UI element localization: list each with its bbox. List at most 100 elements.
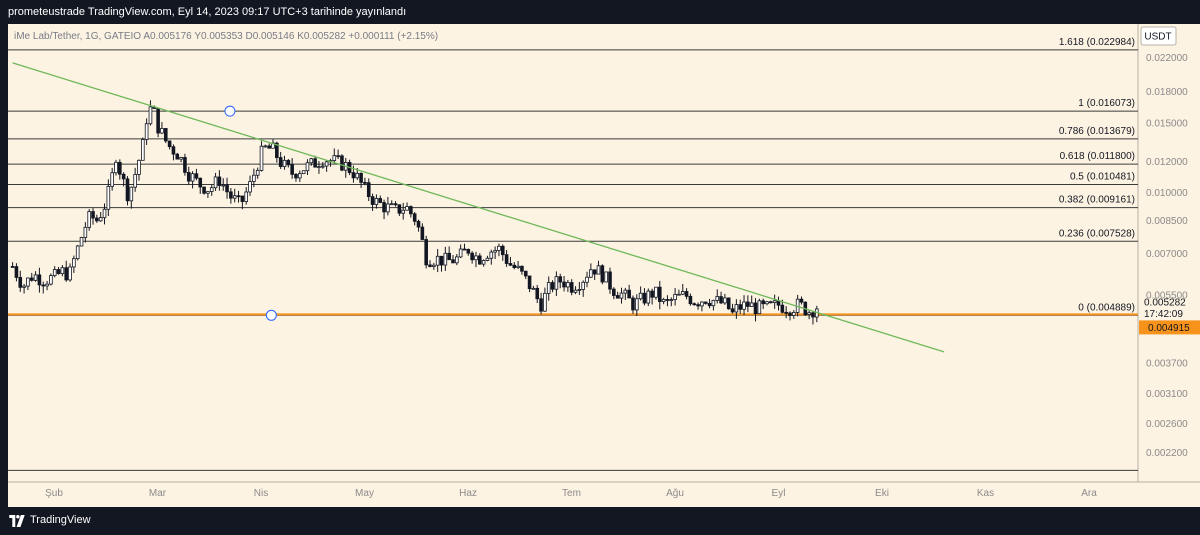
- candle-body: [378, 198, 383, 203]
- x-tick-label-8: Eki: [875, 488, 889, 499]
- candle-body: [121, 173, 126, 180]
- candle-body: [703, 301, 708, 304]
- candle-body: [508, 263, 513, 266]
- candle-body: [286, 159, 291, 166]
- candle-body: [769, 301, 773, 304]
- candle-body: [696, 304, 700, 307]
- symbol-info-part: +0.000111 (+2.15%): [348, 31, 438, 42]
- candle-body: [163, 128, 168, 142]
- candle-body: [52, 269, 57, 276]
- candle-body: [792, 312, 796, 316]
- candle-body: [332, 155, 337, 161]
- candle-body: [75, 245, 80, 260]
- candle-body: [443, 252, 448, 266]
- candle-body: [68, 266, 72, 281]
- candle-body: [807, 312, 811, 315]
- candle-body: [631, 297, 635, 311]
- candle-body: [638, 292, 643, 300]
- candle-body: [650, 290, 654, 298]
- candle-body: [707, 303, 712, 307]
- candle-body: [317, 166, 321, 168]
- fib-label-0: 1.618 (0.022984): [1059, 37, 1135, 48]
- candle-body: [520, 265, 524, 272]
- candle-body: [493, 250, 497, 253]
- price-chart[interactable]: iMe Lab/Tether, 1G, GATEIO A0.005176 Y0.…: [8, 24, 1200, 507]
- candle-body: [137, 159, 141, 175]
- candle-body: [49, 275, 53, 285]
- symbol-info-text: iMe Lab/Tether, 1G, GATEIO A0.005176 Y0.…: [14, 31, 438, 42]
- orange-price-badge-label: 0.004915: [1148, 323, 1190, 334]
- x-tick-label-2: Nis: [254, 488, 268, 499]
- candle-body: [539, 298, 543, 312]
- symbol-info-part: A: [143, 31, 150, 42]
- candle-body: [41, 284, 46, 287]
- y-tick-label-8: 0.003700: [1146, 359, 1188, 370]
- x-tick-label-9: Kas: [977, 488, 994, 499]
- candle-body: [715, 296, 720, 301]
- candle-body: [60, 267, 65, 274]
- currency-label[interactable]: USDT: [1144, 32, 1171, 43]
- candle-body: [389, 203, 394, 206]
- symbol-info-part: D: [245, 31, 252, 42]
- candle-body: [684, 291, 689, 297]
- candle-body: [577, 289, 582, 291]
- y-tick-label-3: 0.012000: [1146, 157, 1188, 168]
- y-tick-label-11: 0.002200: [1146, 448, 1188, 459]
- candle-body: [780, 304, 785, 313]
- candle-body: [474, 255, 478, 261]
- candle-body: [95, 217, 99, 222]
- candle-body: [799, 298, 804, 303]
- candle-body: [554, 276, 559, 290]
- symbol-info-part: 0.005353: [201, 31, 246, 42]
- y-tick-label-1: 0.018000: [1146, 87, 1188, 98]
- fib-anchor-handle-1[interactable]: [265, 309, 277, 321]
- candle-body: [657, 286, 662, 302]
- candle-body: [87, 211, 91, 228]
- candle-body: [144, 123, 149, 140]
- candle-body: [516, 265, 520, 268]
- candle-body: [183, 157, 187, 173]
- candle-body: [309, 158, 314, 164]
- candle-body: [581, 281, 585, 290]
- chart-pane[interactable]: iMe Lab/Tether, 1G, GATEIO A0.005176 Y0.…: [8, 24, 1200, 507]
- fib-anchor-handle-0[interactable]: [224, 105, 236, 117]
- candle-body: [615, 295, 620, 299]
- y-tick-label-7: 0.005500: [1146, 291, 1188, 302]
- candle-body: [22, 285, 26, 288]
- candle-body: [240, 195, 245, 202]
- candle-body: [355, 172, 360, 179]
- candle-body: [527, 275, 532, 290]
- candle-body: [29, 277, 34, 281]
- candle-body: [64, 267, 69, 281]
- candle-body: [148, 106, 153, 125]
- candle-body: [669, 299, 674, 302]
- candle-body: [10, 266, 15, 268]
- candle-body: [512, 264, 517, 268]
- candle-body: [229, 191, 233, 199]
- candle-body: [677, 293, 681, 296]
- candle-body: [661, 299, 666, 302]
- x-tick-label-5: Tem: [562, 488, 581, 499]
- candle-body: [45, 283, 49, 287]
- fib-label-4: 0.5 (0.010481): [1070, 172, 1135, 183]
- x-tick-label-7: Eyl: [772, 488, 786, 499]
- candle-body: [290, 164, 294, 175]
- candle-body: [466, 249, 471, 254]
- candle-body: [416, 220, 421, 228]
- candle-body: [351, 172, 356, 179]
- candle-body: [604, 271, 608, 283]
- candle-body: [110, 172, 114, 187]
- candle-body: [98, 217, 103, 222]
- candle-body: [248, 181, 252, 193]
- candle-body: [252, 174, 256, 182]
- candle-body: [393, 203, 398, 206]
- y-tick-label-0: 0.022000: [1146, 53, 1188, 64]
- candle-body: [485, 257, 490, 261]
- candle-body: [298, 173, 302, 179]
- currency-box: [1140, 26, 1177, 46]
- candle-body: [481, 260, 486, 265]
- candle-body: [202, 186, 206, 194]
- candle-body: [232, 195, 237, 199]
- candle-body: [627, 289, 631, 299]
- symbol-info-part: 0.005176: [150, 31, 194, 42]
